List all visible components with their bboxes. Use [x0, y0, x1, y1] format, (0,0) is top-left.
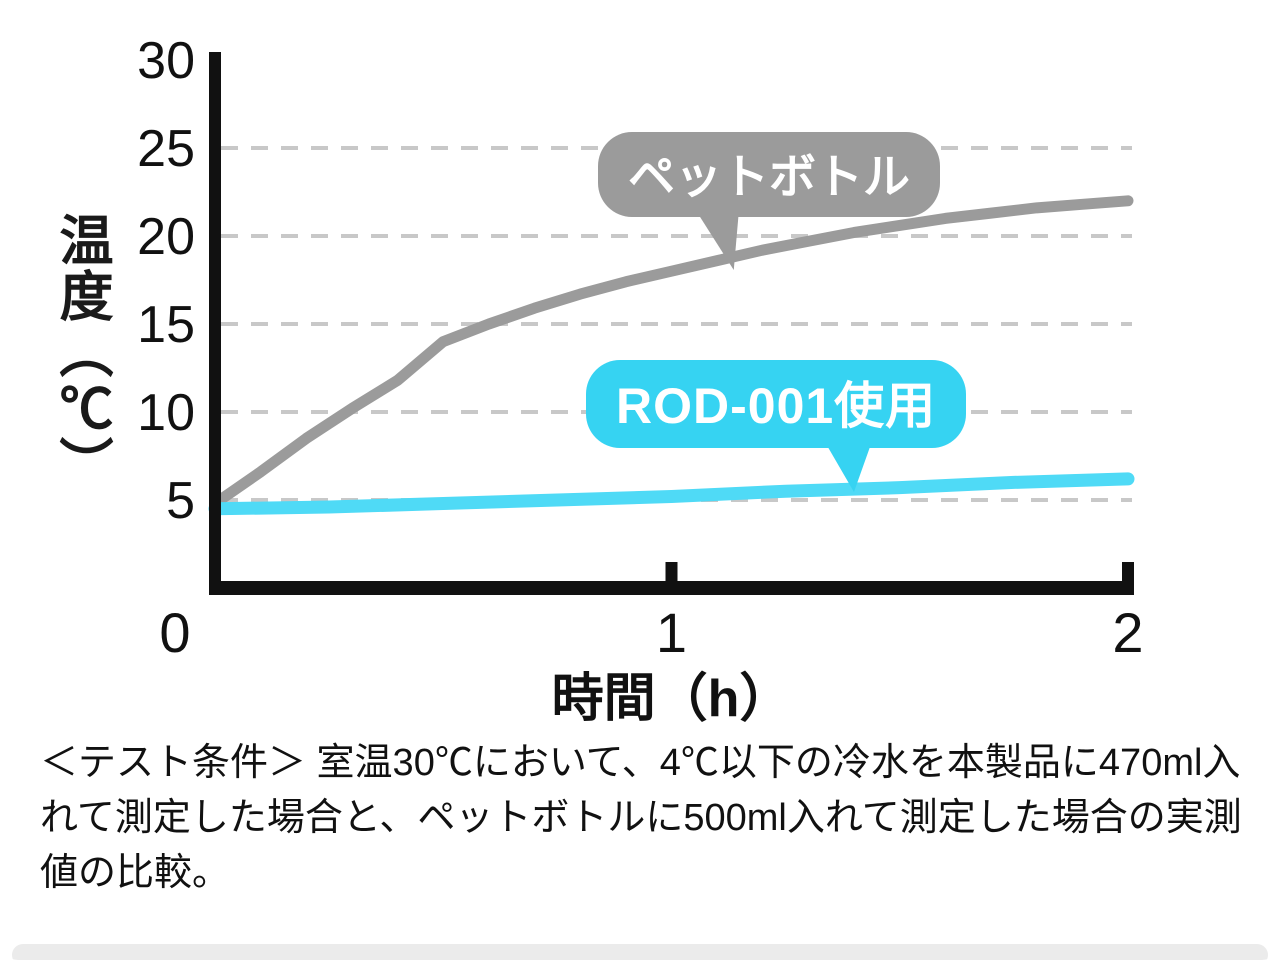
- y-tick-label: 15: [137, 296, 195, 354]
- y-tick-label: 30: [137, 32, 195, 90]
- x-tick-label: 0: [159, 601, 190, 664]
- x-tick-label: 2: [1112, 601, 1143, 664]
- y-tick-label: 25: [137, 120, 195, 178]
- series-lines: [208, 195, 1135, 516]
- y-axis-title: 温度（℃）: [51, 212, 111, 492]
- y-tick-label: 5: [166, 472, 195, 530]
- pet-callout-label: ペットボトル: [598, 132, 940, 217]
- series-line-0: [209, 195, 1134, 510]
- x-axis-title: 時間（h）: [552, 670, 792, 728]
- y-tick-label: 10: [137, 384, 195, 442]
- y-tick-label: 20: [137, 208, 195, 266]
- series-line-1: [208, 472, 1135, 516]
- x-tick-label: 1: [656, 601, 687, 664]
- axes: [209, 52, 1134, 595]
- x-tick-labels: 0 1 2: [159, 601, 1143, 664]
- next-card-edge: [12, 944, 1268, 960]
- rod-callout-label: ROD-001使用: [586, 360, 967, 448]
- test-conditions-note: ＜テスト条件＞ 室温30℃において、4℃以下の冷水を本製品に470ml入れて測定…: [40, 742, 1242, 895]
- y-tick-labels: 5 10 15 20 25 30: [137, 32, 195, 530]
